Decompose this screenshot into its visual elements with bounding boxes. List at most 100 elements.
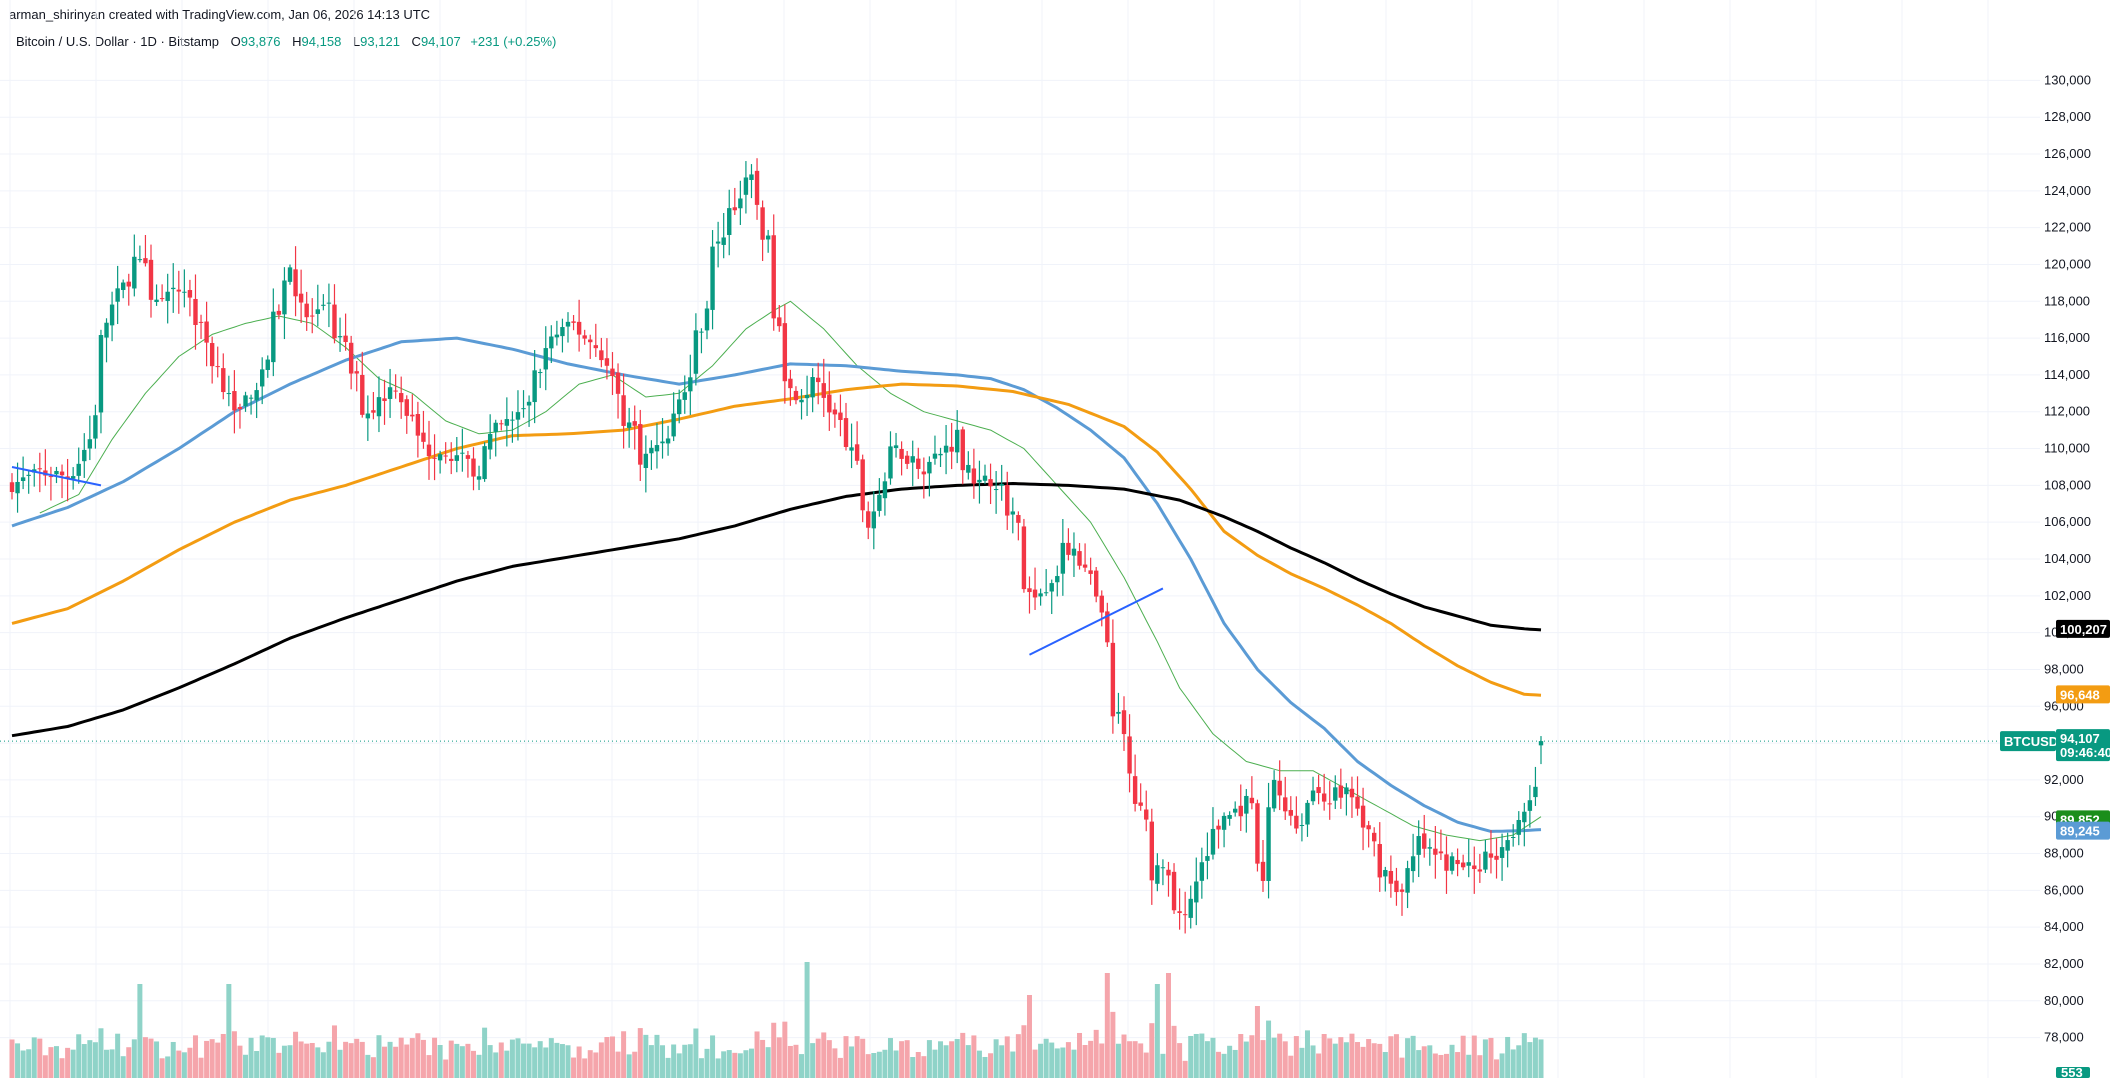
volume-bar <box>893 1050 899 1078</box>
volume-bar <box>504 1050 510 1078</box>
candle <box>727 189 732 256</box>
volume-bar <box>331 1025 337 1078</box>
volume-bar <box>1405 1038 1411 1078</box>
candle <box>176 270 181 314</box>
candle <box>20 456 26 490</box>
candle <box>804 375 810 416</box>
candle <box>421 410 426 449</box>
candle <box>159 284 165 302</box>
candle <box>660 418 665 459</box>
candle <box>1472 846 1477 894</box>
volume-bar <box>370 1057 376 1078</box>
candle-body <box>87 439 93 449</box>
price-tick-label: 92,000 <box>2044 772 2084 787</box>
candle-body <box>287 267 293 282</box>
candle <box>204 301 209 367</box>
candle-body <box>382 398 387 402</box>
price-axis[interactable]: 78,00080,00082,00084,00086,00088,00090,0… <box>2044 72 2091 1044</box>
candle <box>688 354 693 415</box>
volume-bar <box>76 1034 82 1078</box>
candle-body <box>977 479 982 483</box>
candle-body <box>955 429 960 453</box>
price-tick-label: 98,000 <box>2044 661 2084 676</box>
price-tick-label: 80,000 <box>2044 993 2084 1008</box>
low-value: 93,121 <box>360 34 400 49</box>
price-tick-label: 122,000 <box>2044 220 2091 235</box>
candle <box>1110 619 1116 734</box>
candle <box>693 313 699 386</box>
candle <box>109 291 115 342</box>
candle <box>59 464 65 499</box>
volume-bar <box>326 1041 332 1078</box>
symbol-legend[interactable]: Bitcoin / U.S. Dollar · 1D · Bitstamp O9… <box>16 34 556 49</box>
candle <box>437 450 443 474</box>
candle-body <box>1527 800 1533 811</box>
candle <box>132 234 137 297</box>
ma100-tag-bg <box>2056 685 2110 704</box>
candle <box>465 450 471 478</box>
candle-body <box>882 481 888 499</box>
volume-bar <box>298 1041 304 1078</box>
candle-body <box>1505 840 1510 851</box>
volume-bar <box>521 1043 527 1078</box>
candle-body <box>838 412 843 420</box>
volume-bar <box>849 1046 855 1078</box>
candle-body <box>393 390 398 392</box>
candle <box>1271 770 1277 812</box>
volume-bar <box>1026 995 1032 1078</box>
candles[interactable] <box>9 158 1544 934</box>
volume-bar <box>1499 1053 1505 1078</box>
candle <box>15 462 20 513</box>
volume-bar <box>615 1051 621 1078</box>
candle-body <box>688 377 693 392</box>
volume-bar <box>1088 1040 1094 1078</box>
volume-bar <box>137 984 143 1078</box>
candle-body <box>960 429 965 471</box>
price-tick-label: 104,000 <box>2044 551 2091 566</box>
volume-bar <box>15 1043 21 1078</box>
candle <box>321 294 326 311</box>
candle-body <box>343 335 348 343</box>
candle-body <box>988 479 993 487</box>
candle-body <box>966 464 971 473</box>
candle <box>1188 885 1193 929</box>
candle-body <box>1416 836 1421 855</box>
candle-body <box>1438 851 1444 854</box>
candle-body <box>732 207 737 211</box>
volume-bar <box>131 1039 137 1078</box>
candle-body <box>1144 809 1149 820</box>
candle <box>871 490 876 550</box>
candle <box>704 300 710 340</box>
candle-body <box>1233 808 1238 813</box>
volume-bar <box>270 1037 276 1078</box>
candle-body <box>804 395 810 399</box>
candle-body <box>1299 825 1305 827</box>
volume-bar <box>671 1044 677 1078</box>
volume-bar <box>604 1037 610 1078</box>
candle <box>187 279 193 317</box>
candle <box>26 470 31 494</box>
candle <box>32 463 37 487</box>
volume-bar <box>548 1038 554 1078</box>
volume-bar <box>1377 1043 1383 1078</box>
candle-body <box>1016 515 1021 523</box>
candle <box>526 395 532 427</box>
candle-body <box>265 359 270 370</box>
candle-body <box>1449 856 1455 871</box>
volume-bar <box>693 1028 699 1078</box>
candle <box>1405 860 1410 909</box>
trendlines[interactable] <box>11 465 1164 656</box>
candle <box>65 458 70 502</box>
ma200-tag: 100,207 <box>2060 622 2107 637</box>
volume-bar <box>9 1039 15 1078</box>
candle <box>816 362 821 405</box>
volume-tag-bg <box>2056 1067 2090 1078</box>
candle-body <box>538 372 543 374</box>
candle <box>1477 853 1483 883</box>
volume-bar <box>965 1045 971 1078</box>
candle <box>993 471 999 514</box>
candle <box>182 269 187 308</box>
candle <box>1049 579 1054 615</box>
candle-body <box>1116 711 1121 714</box>
